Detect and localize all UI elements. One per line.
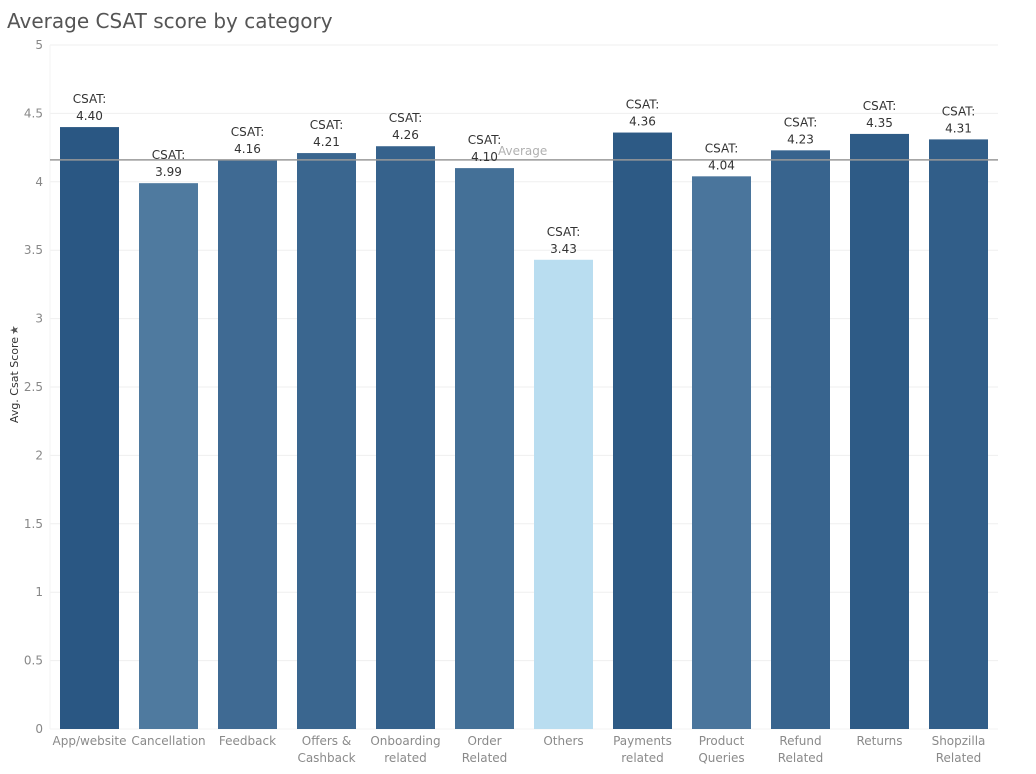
- x-category-label: Onboarding: [370, 734, 440, 748]
- data-label-value: 4.36: [629, 115, 656, 129]
- bar: [455, 168, 514, 729]
- data-label-prefix: CSAT:: [705, 141, 739, 155]
- chart-title: Average CSAT score by category: [7, 9, 333, 33]
- x-category-label: Related: [936, 751, 982, 765]
- data-label-prefix: CSAT:: [231, 125, 265, 139]
- bar: [376, 146, 435, 729]
- bar: [139, 183, 198, 730]
- data-label-value: 4.21: [313, 135, 340, 149]
- data-label-value: 3.99: [155, 165, 182, 179]
- bars: [60, 127, 988, 730]
- y-tick-label: 2: [35, 448, 43, 462]
- x-category-label: Others: [543, 734, 583, 748]
- bar: [692, 176, 751, 729]
- average-reference-label: Average: [498, 144, 547, 158]
- x-category-label: related: [621, 751, 663, 765]
- bar: [850, 133, 909, 730]
- y-tick-label: 2.5: [24, 380, 43, 394]
- data-label-prefix: CSAT:: [389, 111, 423, 125]
- x-category-label: related: [384, 751, 426, 765]
- y-tick-label: 0.5: [24, 654, 43, 668]
- x-category-label: Refund: [779, 734, 821, 748]
- data-label-value: 4.04: [708, 158, 735, 172]
- data-label-prefix: CSAT:: [784, 115, 818, 129]
- x-axis-categories: App/website Cancellation Feedback Offers & C…: [53, 734, 986, 765]
- y-tick-label: 0: [35, 722, 43, 736]
- bar: [297, 153, 356, 729]
- x-category-label: Returns: [856, 734, 902, 748]
- data-label-value: 4.10: [471, 150, 498, 164]
- data-label-prefix: CSAT:: [547, 225, 581, 239]
- x-category-label: Related: [462, 751, 508, 765]
- data-label-value: 4.26: [392, 128, 419, 142]
- data-label-prefix: CSAT:: [942, 104, 976, 118]
- gridlines: [49, 44, 998, 730]
- x-category-label: Shopzilla: [932, 734, 986, 748]
- bar: [929, 139, 988, 730]
- data-label-value: 3.43: [550, 242, 577, 256]
- data-labels: CSAT: 4.40 CSAT: 3.99 CSAT: 4.16 CSAT: 4.21 CSAT…: [73, 92, 976, 256]
- data-label-prefix: CSAT:: [73, 92, 107, 106]
- data-label-value: 4.23: [787, 132, 814, 146]
- data-label-value: 4.31: [945, 121, 972, 135]
- data-label-prefix: CSAT:: [863, 99, 897, 113]
- bar: [771, 150, 830, 729]
- x-category-label: Order: [467, 734, 501, 748]
- x-category-label: Cashback: [297, 751, 355, 765]
- x-category-label: Queries: [698, 751, 744, 765]
- x-category-label: Payments: [613, 734, 672, 748]
- y-tick-label: 1.5: [24, 517, 43, 531]
- y-tick-label: 3: [35, 312, 43, 326]
- bar: [613, 132, 672, 729]
- x-category-label: App/website: [53, 734, 127, 748]
- y-axis-title: Avg. Csat Score: [8, 337, 21, 423]
- data-label-value: 4.16: [234, 142, 261, 156]
- y-tick-label: 3.5: [24, 243, 43, 257]
- reference-line-group: Average: [50, 144, 998, 161]
- data-label-prefix: CSAT:: [310, 118, 344, 132]
- data-label-prefix: CSAT:: [152, 148, 186, 162]
- data-label-value: 4.40: [76, 109, 103, 123]
- x-category-label: Product: [699, 734, 745, 748]
- bar: [60, 127, 119, 729]
- x-category-label: Offers &: [302, 734, 351, 748]
- data-label-value: 4.35: [866, 116, 893, 130]
- x-category-label: Related: [778, 751, 824, 765]
- y-tick-label: 5: [35, 38, 43, 52]
- y-tick-label: 1: [35, 585, 43, 599]
- x-category-label: Cancellation: [131, 734, 205, 748]
- y-tick-label: 4: [35, 175, 43, 189]
- y-tick-label: 4.5: [24, 106, 43, 120]
- pin-icon: ★: [8, 325, 21, 335]
- data-label-prefix: CSAT:: [468, 133, 502, 147]
- y-axis: 0 0.5 1 1.5 2 2.5 3 3.5 4 4.5 5 Avg. Csat Score ★: [8, 38, 43, 736]
- bar: [218, 159, 277, 730]
- data-label-prefix: CSAT:: [626, 98, 660, 112]
- x-category-label: Feedback: [219, 734, 276, 748]
- bar: [534, 259, 593, 729]
